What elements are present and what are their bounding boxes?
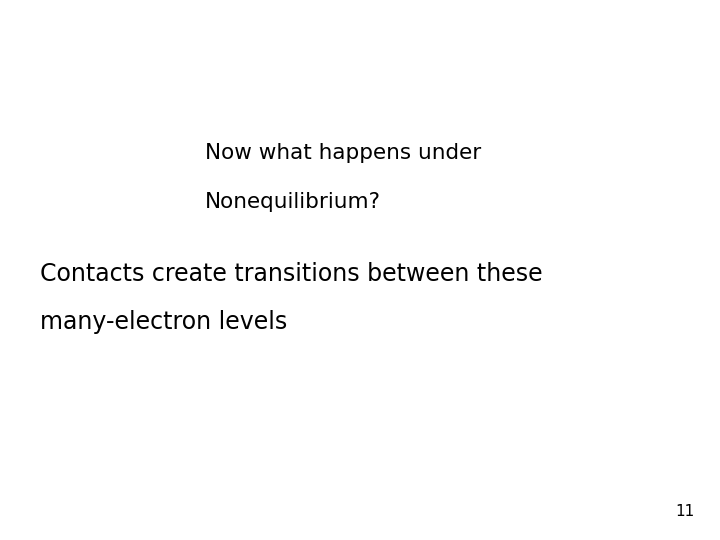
Text: Contacts create transitions between these: Contacts create transitions between thes… xyxy=(40,262,542,286)
Text: 11: 11 xyxy=(675,504,695,519)
Text: many-electron levels: many-electron levels xyxy=(40,310,287,334)
Text: Now what happens under: Now what happens under xyxy=(205,143,482,163)
Text: Nonequilibrium?: Nonequilibrium? xyxy=(205,192,381,212)
